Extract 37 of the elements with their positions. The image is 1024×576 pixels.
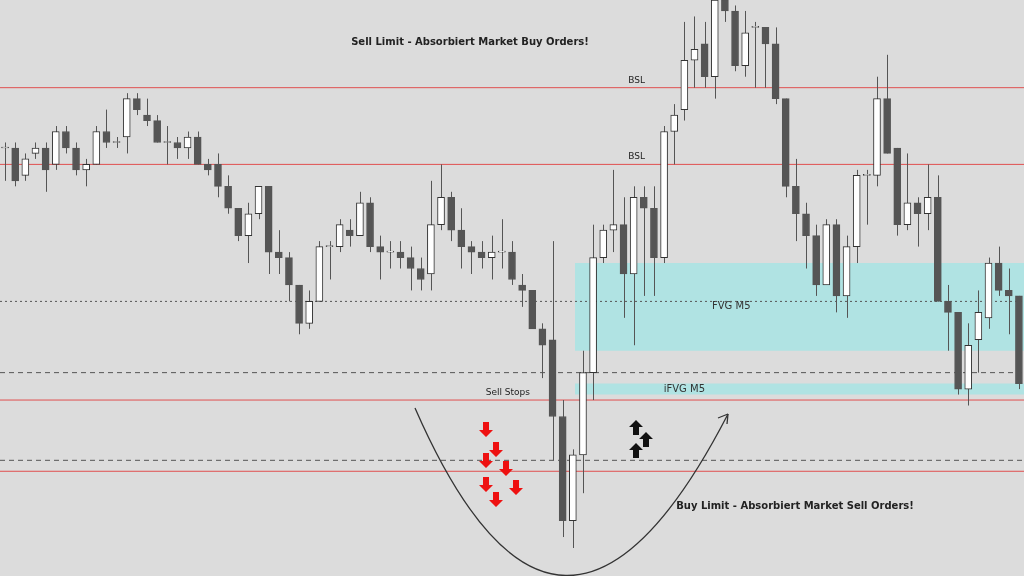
candlestick: [345, 218, 354, 248]
ref-line-label: Sell Stops: [485, 386, 531, 397]
candlestick: [214, 152, 222, 198]
candlestick: [639, 185, 648, 297]
candlestick: [153, 114, 161, 143]
candlestick: [102, 109, 111, 149]
candlestick: [498, 218, 506, 270]
ref-line-label: BSL: [628, 151, 645, 162]
candlestick: [406, 246, 415, 291]
candlestick: [62, 125, 70, 154]
candlestick: [82, 158, 91, 187]
candlestick: [802, 202, 810, 270]
candlestick: [1, 141, 9, 182]
candlestick: [335, 218, 344, 253]
candlestick: [224, 174, 232, 215]
band-label: FVG M5: [712, 300, 751, 312]
candlestick: [386, 240, 395, 270]
candlestick: [143, 98, 151, 127]
annotation: Buy Limit - Absorbiert Market Sell Orders!: [676, 499, 914, 511]
candlestick: [670, 103, 679, 165]
candlestick: [944, 284, 952, 352]
candlestick: [376, 235, 385, 280]
candlestick: [913, 196, 922, 248]
band-label: iFVG M5: [663, 382, 705, 394]
candlestick: [690, 15, 699, 89]
candlestick: [244, 202, 253, 264]
ref-line-label: BSL: [628, 74, 645, 85]
candlestick: [274, 229, 283, 275]
annotation: Sell Limit - Absorbiert Market Buy Orders!: [351, 35, 589, 47]
candlestick: [721, 0, 729, 23]
candlestick: [487, 235, 496, 280]
candlestick: [305, 289, 314, 330]
candlestick: [72, 141, 80, 176]
candlestick: [903, 152, 912, 231]
candlestick: [416, 257, 425, 291]
candlestick: [923, 163, 932, 231]
candlestick: [457, 207, 466, 270]
